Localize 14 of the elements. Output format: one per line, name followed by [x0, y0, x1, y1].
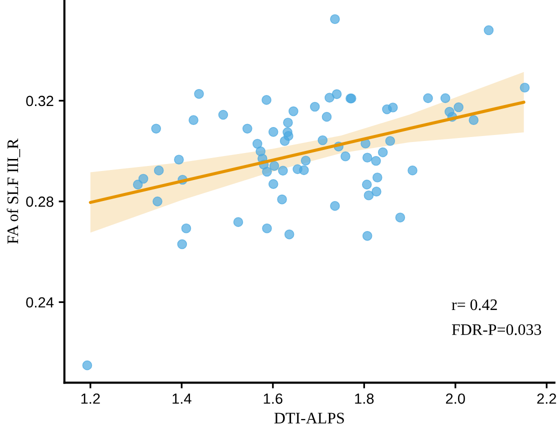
- x-axis-title: DTI-ALPS: [274, 412, 344, 424]
- y-tick-label: 0.24: [26, 297, 54, 308]
- x-tick-label: 2.0: [446, 394, 465, 404]
- x-tick-label: 1.2: [81, 394, 100, 404]
- y-axis-title: FA of SLF III_R: [6, 138, 20, 244]
- y-tick-label: 0.32: [26, 96, 54, 106]
- annotation: r= 0.42: [452, 299, 497, 310]
- x-tick-label: 1.4: [172, 394, 192, 404]
- x-tick-label: 2.2: [537, 394, 556, 404]
- annotation: FDR-P=0.033: [452, 324, 542, 336]
- line-series: [88, 100, 526, 204]
- x-tick-label: 1.6: [264, 394, 282, 404]
- x-tick-label: 1.8: [355, 394, 374, 404]
- y-tick-label: 0.28: [26, 196, 54, 207]
